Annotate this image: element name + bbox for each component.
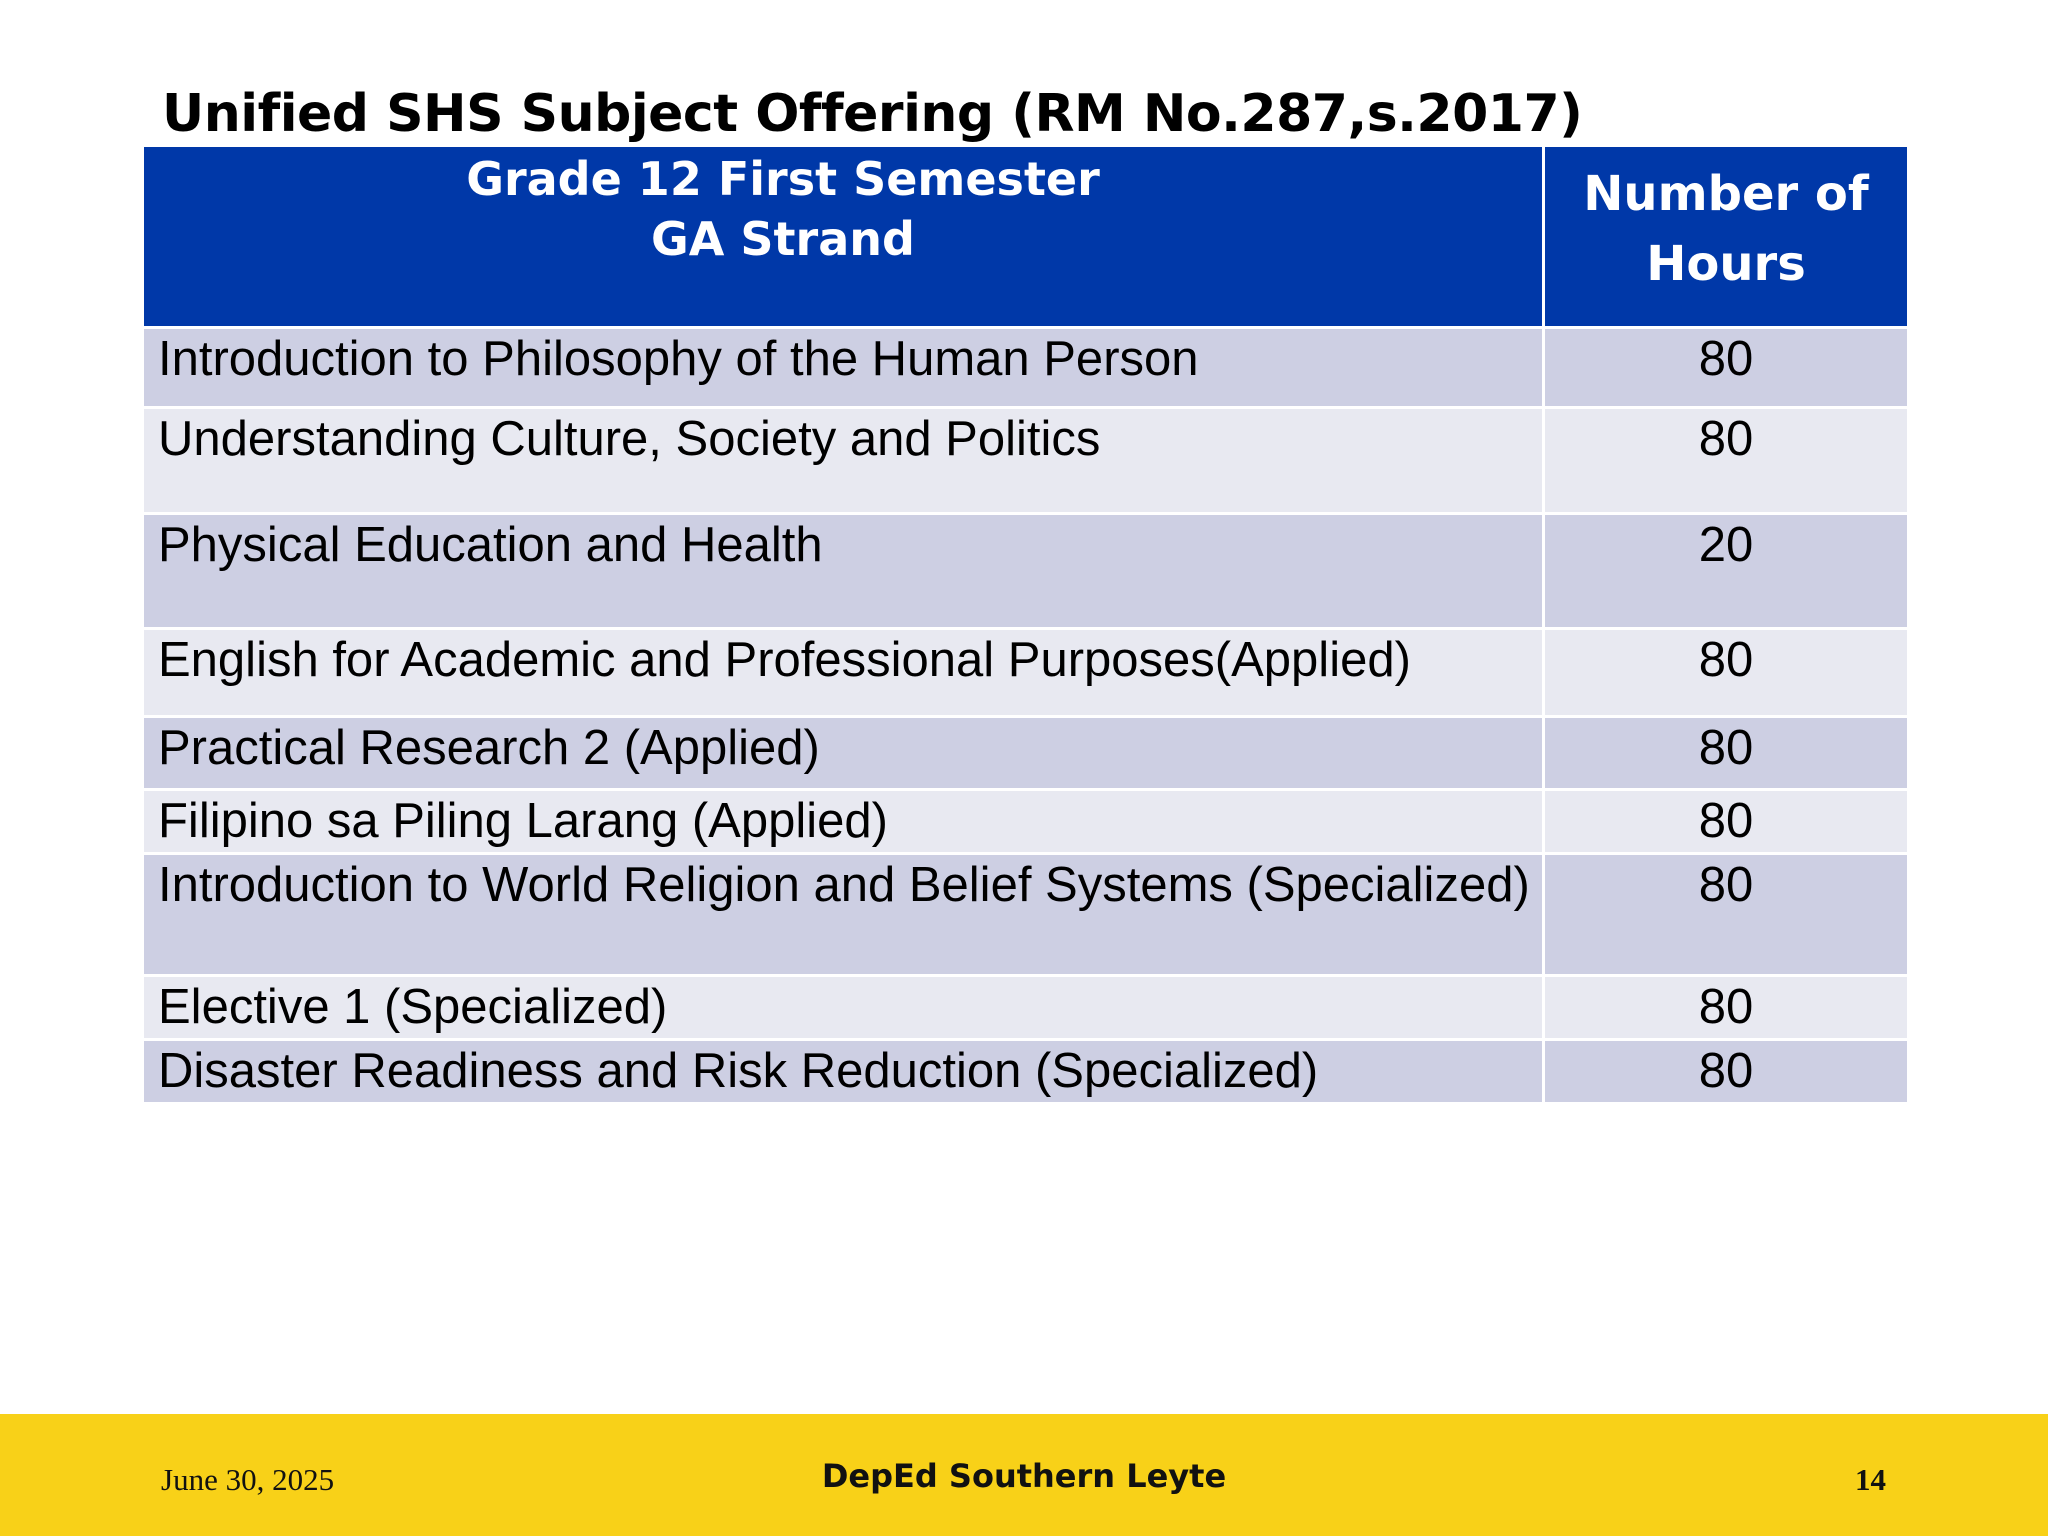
table-header-row: Grade 12 First Semester GA Strand Number… (141, 144, 1910, 329)
slide-number: 14 (1855, 1462, 1886, 1497)
table-row: Elective 1 (Specialized) 80 (141, 974, 1910, 1041)
hours-cell: 80 (1542, 974, 1910, 1041)
footer-organization: DepEd Southern Leyte (821, 1457, 1227, 1495)
table-row: English for Academic and Professional Pu… (141, 627, 1910, 718)
table-row: Understanding Culture, Society and Polit… (141, 406, 1910, 515)
hours-cell: 80 (1542, 627, 1910, 718)
hours-cell: 20 (1542, 512, 1910, 630)
hours-cell: 80 (1542, 852, 1910, 977)
header-subject-line2: GA Strand (651, 212, 915, 266)
table-row: Filipino sa Piling Larang (Applied) 80 (141, 788, 1910, 855)
subject-offering-table: Grade 12 First Semester GA Strand Number… (141, 144, 1910, 1105)
subject-cell: Filipino sa Piling Larang (Applied) (141, 788, 1545, 855)
subject-cell: English for Academic and Professional Pu… (141, 627, 1545, 718)
hours-cell: 80 (1542, 326, 1910, 409)
subject-cell: Introduction to World Religion and Belie… (141, 852, 1545, 977)
footer-bar (0, 1414, 2048, 1536)
table-row: Disaster Readiness and Risk Reduction (S… (141, 1038, 1910, 1105)
subject-cell: Understanding Culture, Society and Polit… (141, 406, 1545, 515)
hours-cell: 80 (1542, 715, 1910, 791)
header-hours-line1: Number of (1583, 166, 1869, 222)
footer-date: June 30, 2025 (161, 1462, 335, 1497)
subject-cell: Introduction to Philosophy of the Human … (141, 326, 1545, 409)
hours-cell: 80 (1542, 406, 1910, 515)
slide-title: Unified SHS Subject Offering (RM No.287,… (162, 84, 1583, 144)
header-subject-cell: Grade 12 First Semester GA Strand (141, 144, 1545, 329)
hours-cell: 80 (1542, 1038, 1910, 1105)
subject-cell: Practical Research 2 (Applied) (141, 715, 1545, 791)
header-subject-line1: Grade 12 First Semester (466, 152, 1100, 206)
subject-cell: Physical Education and Health (141, 512, 1545, 630)
table-row: Introduction to Philosophy of the Human … (141, 326, 1910, 409)
subject-cell: Disaster Readiness and Risk Reduction (S… (141, 1038, 1545, 1105)
header-hours-line2: Hours (1646, 236, 1806, 292)
table-row: Introduction to World Religion and Belie… (141, 852, 1910, 977)
table-row: Physical Education and Health 20 (141, 512, 1910, 630)
header-hours-cell: Number of Hours (1542, 144, 1910, 329)
subject-cell: Elective 1 (Specialized) (141, 974, 1545, 1041)
hours-cell: 80 (1542, 788, 1910, 855)
table-row: Practical Research 2 (Applied) 80 (141, 715, 1910, 791)
